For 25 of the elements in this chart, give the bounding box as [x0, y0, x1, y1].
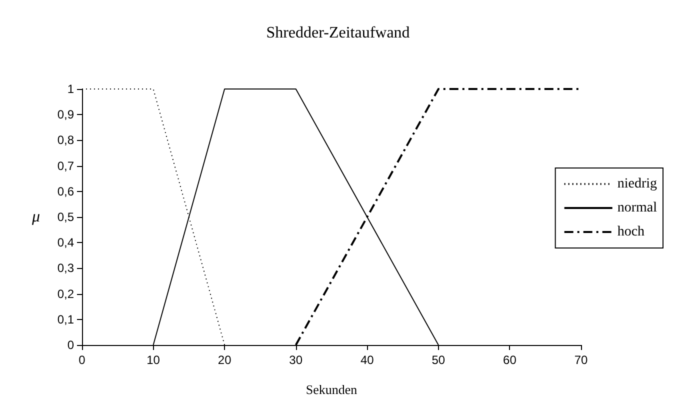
x-tick-label: 40 — [360, 353, 374, 367]
y-tick-label: 0,2 — [57, 286, 74, 301]
x-tick-label: 30 — [289, 353, 303, 367]
x-tick-label: 70 — [574, 353, 588, 367]
x-tick-label: 10 — [146, 353, 160, 367]
x-axis-title: Sekunden — [306, 382, 358, 397]
x-tick-label: 0 — [78, 353, 86, 367]
y-tick-label: 0,8 — [57, 133, 74, 148]
legend-label: hoch — [617, 224, 645, 240]
y-tick-label: 0,7 — [57, 158, 74, 173]
y-tick-label: 0,5 — [57, 210, 74, 224]
x-tick-label: 20 — [218, 353, 232, 367]
y-tick-label: 0 — [67, 338, 74, 352]
x-tick-label: 60 — [503, 353, 517, 367]
legend-label: niedrig — [617, 176, 657, 192]
y-tick-label: 0,9 — [57, 108, 74, 122]
y-tick-label: 0,3 — [57, 261, 74, 276]
y-tick-label: 0,1 — [57, 312, 74, 326]
x-tick-label: 50 — [432, 353, 446, 367]
y-axis-title: μ — [30, 208, 40, 226]
chart-title: Shredder-Zeitaufwand — [266, 24, 410, 42]
y-tick-label: 1 — [67, 82, 74, 96]
legend-label: normal — [617, 200, 658, 216]
y-tick-label: 0,6 — [57, 184, 74, 198]
y-tick-label: 0,4 — [57, 236, 74, 250]
